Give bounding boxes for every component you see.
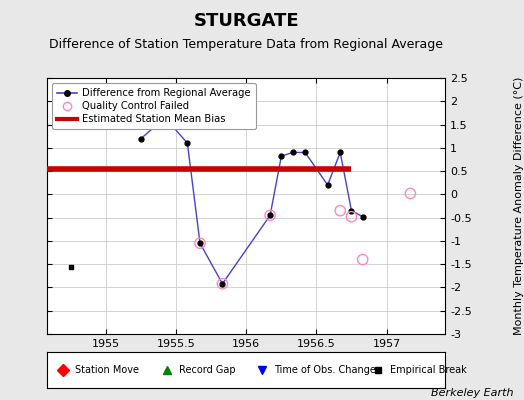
Point — [358, 256, 367, 263]
Text: Empirical Break: Empirical Break — [390, 365, 466, 375]
Text: Station Move: Station Move — [75, 365, 139, 375]
Point — [196, 240, 204, 246]
Text: STURGATE: STURGATE — [193, 12, 299, 30]
Text: Difference of Station Temperature Data from Regional Average: Difference of Station Temperature Data f… — [49, 38, 443, 51]
Point — [347, 214, 356, 220]
Text: Time of Obs. Change: Time of Obs. Change — [274, 365, 376, 375]
Text: Berkeley Earth: Berkeley Earth — [431, 388, 514, 398]
Point — [219, 280, 227, 287]
Point — [406, 190, 414, 197]
Point — [266, 212, 274, 218]
Point — [336, 208, 344, 214]
Legend: Difference from Regional Average, Quality Control Failed, Estimated Station Mean: Difference from Regional Average, Qualit… — [52, 83, 256, 129]
Y-axis label: Monthly Temperature Anomaly Difference (°C): Monthly Temperature Anomaly Difference (… — [514, 77, 523, 335]
Text: Record Gap: Record Gap — [179, 365, 235, 375]
Point — [67, 263, 75, 270]
